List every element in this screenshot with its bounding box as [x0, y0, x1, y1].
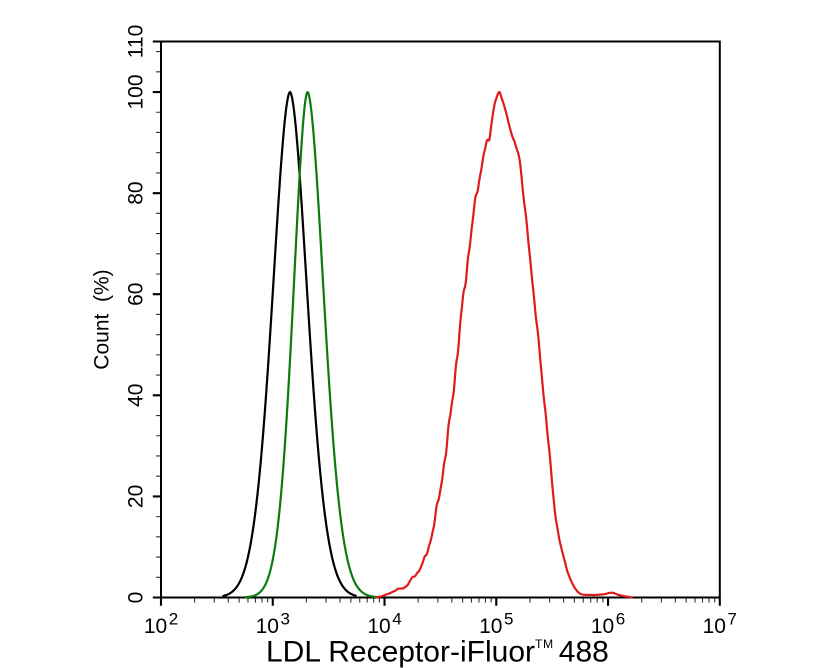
- svg-text:102: 102: [144, 610, 178, 639]
- svg-text:110: 110: [125, 25, 148, 58]
- svg-text:80: 80: [125, 181, 148, 204]
- svg-text:Count (%): Count (%): [91, 269, 114, 369]
- svg-text:105: 105: [479, 610, 513, 639]
- svg-text:20: 20: [125, 485, 148, 508]
- svg-text:40: 40: [125, 384, 148, 407]
- svg-text:100: 100: [125, 74, 148, 109]
- svg-text:60: 60: [125, 283, 148, 306]
- svg-text:0: 0: [125, 592, 148, 604]
